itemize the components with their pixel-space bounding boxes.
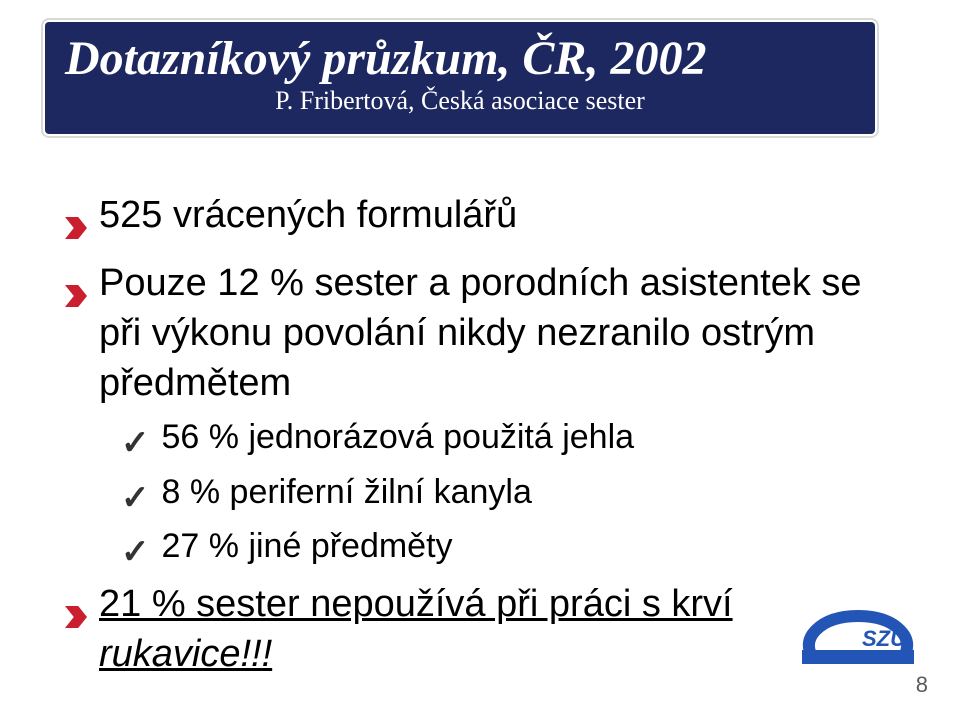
arrow-bullet-icon [65,270,87,320]
check-icon: ✓ [121,530,150,575]
arrow-bullet-icon [65,202,87,252]
check-item: ✓ 56 % jednorázová použitá jehla [121,415,885,466]
check-text: 8 % periferní žilní kanyla [162,470,532,515]
content-body: 525 vrácených formulářů Pouze 12 % seste… [65,190,885,686]
check-icon: ✓ [121,476,150,521]
slide: Dotazníkový průzkum, ČR, 2002 P. Fribert… [0,0,960,712]
bullet-item: 525 vrácených formulářů [65,190,885,252]
check-text: 56 % jednorázová použitá jehla [162,415,635,460]
bullet-item: Pouze 12 % sester a porodních asistentek… [65,258,885,408]
slide-subtitle: P. Fribertová, Česká asociace sester [65,86,855,116]
page-number: 8 [916,672,928,698]
bullet-text: 525 vrácených formulářů [99,190,885,240]
bullet-item: 21 % sester nepoužívá při práci s krví r… [65,579,885,679]
check-text: 27 % jiné předměty [162,524,453,569]
slide-title: Dotazníkový průzkum, ČR, 2002 [65,34,855,84]
title-box: Dotazníkový průzkum, ČR, 2002 P. Fribert… [45,22,875,134]
check-item: ✓ 8 % periferní žilní kanyla [121,470,885,521]
szu-logo: SZÚ [802,600,914,668]
bullet-text: 21 % sester nepoužívá při práci s krví r… [99,579,885,679]
check-item: ✓ 27 % jiné předměty [121,524,885,575]
svg-text:SZÚ: SZÚ [862,626,907,651]
underlined-italic-text: rukavice!!! [99,633,272,675]
arrow-bullet-icon [65,591,87,641]
check-icon: ✓ [121,421,150,466]
bullet-text: Pouze 12 % sester a porodních asistentek… [99,258,885,408]
underlined-text: 21 % sester nepoužívá při práci s krví [99,583,733,625]
